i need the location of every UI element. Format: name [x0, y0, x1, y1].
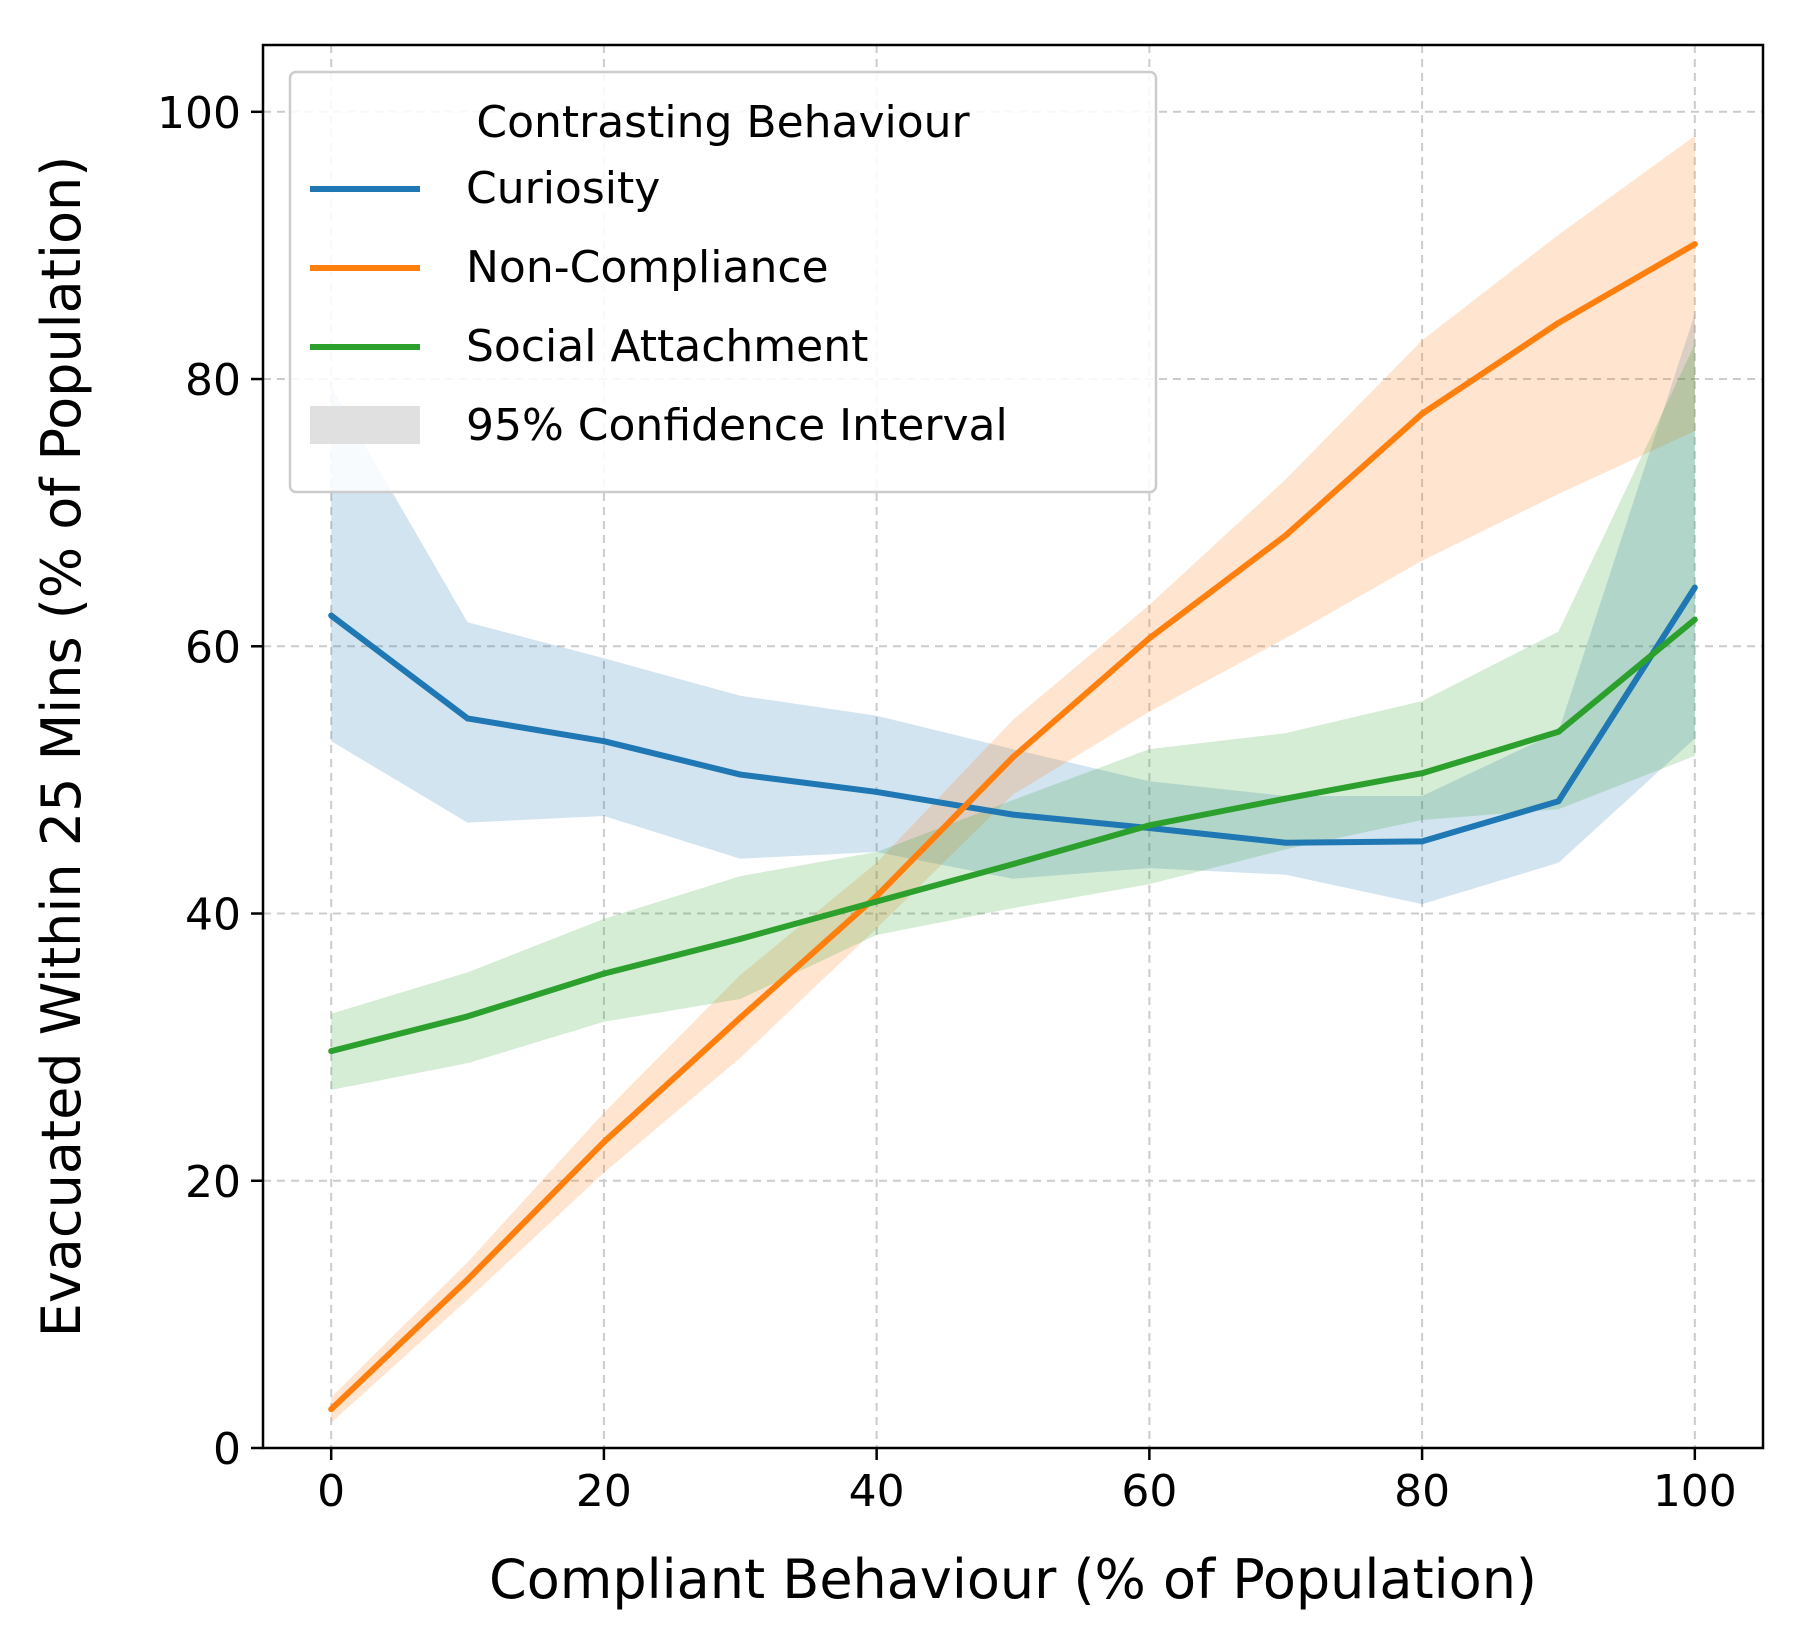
data-point-curiosity	[1010, 811, 1016, 818]
data-point-social-attachment	[1691, 616, 1698, 623]
y-tick-label: 60	[185, 622, 241, 673]
y-tick-label: 40	[185, 890, 241, 941]
data-point-social-attachment	[873, 898, 880, 905]
y-tick-label: 100	[157, 88, 241, 139]
data-point-curiosity	[1691, 584, 1698, 591]
data-point-social-attachment	[600, 970, 607, 977]
data-point-non-compliance	[1419, 410, 1426, 417]
data-point-social-attachment	[1146, 822, 1153, 829]
data-point-curiosity	[1555, 798, 1562, 805]
data-point-curiosity	[1282, 839, 1289, 846]
legend-label-non-compliance: Non-Compliance	[466, 242, 829, 293]
data-point-social-attachment	[464, 1013, 471, 1020]
data-point-non-compliance	[1691, 241, 1698, 248]
y-axis-label: Evacuated Within 25 Mins (% of Populatio…	[30, 156, 93, 1338]
data-point-curiosity	[1419, 838, 1426, 845]
legend-box	[288, 70, 1158, 494]
data-point-curiosity	[328, 612, 335, 619]
ci-band-social-attachment	[331, 344, 1695, 1090]
legend-label-social-attachment: Social Attachment	[466, 321, 868, 372]
data-point-social-attachment	[737, 935, 744, 942]
data-point-social-attachment	[1010, 861, 1016, 868]
data-point-non-compliance	[1010, 754, 1016, 761]
plot-frame	[261, 43, 1765, 1450]
data-point-social-attachment	[1419, 770, 1426, 777]
y-tick-label: 20	[185, 1157, 241, 1208]
axis-ticks: 0 20 40 60 80 100 0 20 40 60 80 100	[157, 88, 1737, 1517]
x-tick-label: 100	[1653, 1466, 1737, 1517]
x-tick-label: 20	[576, 1466, 632, 1517]
data-point-non-compliance	[464, 1276, 471, 1283]
data-point-non-compliance	[600, 1139, 607, 1146]
data-point-non-compliance	[737, 1014, 744, 1021]
y-tick-label: 0	[213, 1424, 241, 1475]
data-point-curiosity	[464, 715, 471, 722]
legend-label-ci: 95% Confidence Interval	[466, 400, 1008, 451]
data-point-non-compliance	[1282, 532, 1289, 539]
x-axis-label: Compliant Behaviour (% of Population)	[489, 1548, 1537, 1611]
x-tick-label: 40	[849, 1466, 905, 1517]
data-point-non-compliance	[1555, 319, 1562, 326]
data-point-social-attachment	[1282, 795, 1289, 802]
legend-swatch-ci	[310, 406, 420, 444]
data-point-social-attachment	[1555, 728, 1562, 735]
x-tick-label: 0	[317, 1466, 345, 1517]
data-point-non-compliance	[1146, 635, 1153, 642]
legend: Contrasting Behaviour Curiosity Non-Compl…	[288, 70, 1158, 494]
data-point-curiosity	[873, 788, 880, 795]
legend-items: Curiosity Non-Compliance Social Attachment…	[310, 163, 1008, 451]
data-point-non-compliance	[328, 1406, 335, 1413]
data-point-social-attachment	[328, 1048, 335, 1055]
legend-title: Contrasting Behaviour	[476, 97, 970, 148]
x-tick-label: 60	[1121, 1466, 1177, 1517]
data-point-curiosity	[737, 771, 744, 778]
data-point-non-compliance	[873, 893, 880, 900]
legend-label-curiosity: Curiosity	[466, 163, 660, 214]
series-lines	[328, 241, 1698, 1413]
data-point-curiosity	[600, 738, 607, 745]
y-tick-label: 80	[185, 355, 241, 406]
ci-band-non-compliance	[331, 135, 1695, 1423]
x-tick-label: 80	[1394, 1466, 1450, 1517]
